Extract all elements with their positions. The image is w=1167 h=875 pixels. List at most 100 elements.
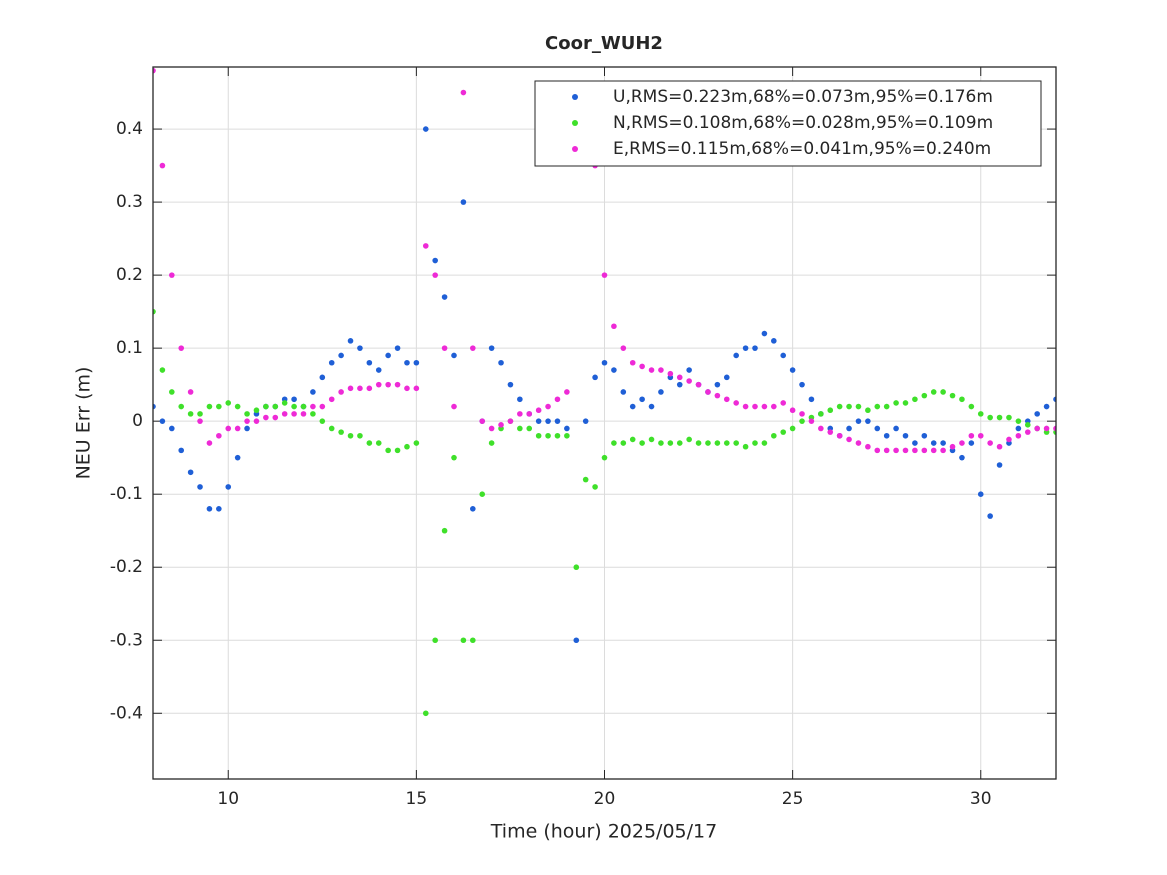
- x-tick-label: 25: [782, 789, 804, 809]
- point: [366, 359, 373, 366]
- point: [620, 440, 627, 446]
- point: [996, 462, 1003, 468]
- point: [178, 447, 185, 454]
- point: [460, 199, 467, 205]
- point: [912, 440, 918, 446]
- y-tick-label: 0.1: [116, 338, 143, 358]
- point: [357, 432, 363, 439]
- point: [648, 403, 655, 410]
- point: [987, 414, 993, 421]
- x-tick-label: 15: [406, 789, 428, 809]
- point: [592, 374, 598, 381]
- point: [225, 400, 232, 406]
- point: [921, 392, 928, 399]
- legend-marker: [572, 94, 578, 100]
- chart-title: Coor_WUH2: [545, 33, 663, 54]
- point: [159, 162, 166, 169]
- point: [319, 403, 326, 410]
- point: [921, 432, 928, 439]
- point: [865, 443, 871, 450]
- point: [695, 381, 702, 388]
- point: [347, 338, 354, 344]
- point: [234, 403, 241, 410]
- point: [855, 403, 862, 410]
- point: [535, 418, 542, 424]
- point: [1034, 425, 1040, 432]
- point: [667, 370, 674, 377]
- point: [535, 407, 542, 414]
- point: [197, 484, 203, 490]
- point: [883, 403, 890, 410]
- point: [930, 389, 937, 395]
- point: [366, 440, 373, 446]
- point: [225, 425, 232, 432]
- point: [178, 345, 185, 351]
- point: [940, 440, 946, 446]
- point: [206, 440, 213, 446]
- point: [460, 637, 467, 644]
- point: [705, 389, 711, 395]
- point: [526, 411, 533, 417]
- point: [771, 338, 777, 344]
- point: [799, 411, 805, 417]
- point: [930, 440, 937, 446]
- point: [930, 447, 937, 454]
- point: [959, 440, 965, 446]
- point: [451, 352, 457, 359]
- point: [789, 407, 796, 414]
- y-tick-label: -0.2: [110, 557, 143, 577]
- plot-frame: [152, 66, 1057, 780]
- point: [902, 400, 909, 406]
- point: [705, 440, 711, 446]
- point: [206, 506, 213, 512]
- point: [153, 67, 156, 74]
- point: [808, 418, 815, 424]
- point: [375, 381, 382, 388]
- point: [153, 403, 156, 410]
- point: [564, 425, 570, 432]
- y-tick-label: -0.4: [110, 703, 143, 723]
- y-tick-label: -0.3: [110, 630, 143, 650]
- point: [940, 447, 946, 454]
- point: [216, 506, 222, 512]
- point: [178, 403, 185, 410]
- point: [1015, 418, 1022, 424]
- point: [1043, 425, 1050, 432]
- point: [413, 359, 420, 366]
- point: [545, 418, 551, 424]
- point: [535, 432, 542, 439]
- point: [639, 396, 645, 403]
- point: [780, 400, 787, 406]
- point: [874, 447, 881, 454]
- point: [187, 411, 194, 417]
- point: [601, 454, 608, 461]
- point: [620, 345, 627, 351]
- point: [281, 411, 288, 417]
- point: [441, 294, 448, 300]
- point: [206, 403, 213, 410]
- point: [855, 418, 862, 424]
- y-tick-label: 0.3: [116, 192, 143, 212]
- point: [667, 440, 674, 446]
- point: [592, 484, 598, 490]
- point: [799, 381, 805, 388]
- point: [893, 400, 899, 406]
- point: [742, 443, 749, 450]
- point: [1024, 429, 1031, 435]
- point: [385, 352, 391, 359]
- point: [385, 447, 391, 454]
- point: [818, 411, 824, 417]
- point: [940, 389, 946, 395]
- point: [658, 389, 664, 395]
- point: [310, 389, 316, 395]
- plot-area: [153, 67, 1056, 717]
- point: [912, 447, 918, 454]
- point: [1006, 436, 1012, 443]
- point: [996, 414, 1003, 421]
- point: [977, 432, 984, 439]
- point: [153, 308, 156, 315]
- point: [187, 469, 194, 476]
- point: [159, 418, 166, 424]
- point: [488, 440, 495, 446]
- point: [375, 440, 382, 446]
